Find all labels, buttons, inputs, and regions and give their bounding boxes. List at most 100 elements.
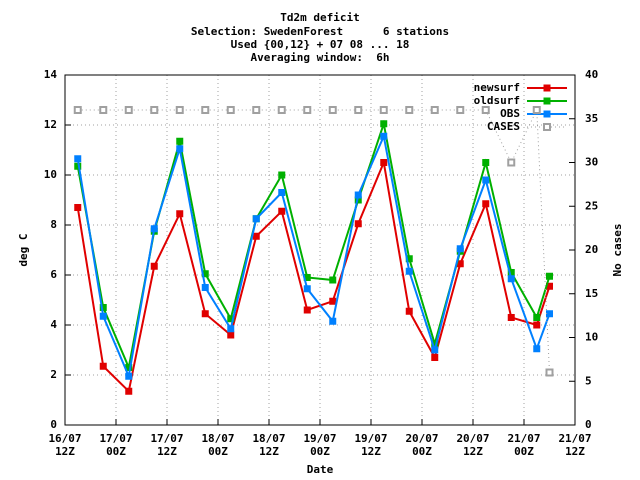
point — [201, 106, 210, 114]
x-tick-label: 21/07 12Z — [558, 432, 592, 458]
point — [405, 267, 413, 275]
x-tick-label: 18/07 00Z — [201, 432, 235, 458]
point — [456, 106, 465, 114]
point — [150, 225, 158, 233]
point — [405, 106, 414, 114]
point — [278, 189, 286, 196]
point — [354, 220, 362, 228]
y-tick-label: 12 — [44, 118, 57, 131]
point — [277, 106, 286, 114]
point — [481, 106, 490, 114]
legend-marker — [543, 97, 551, 105]
point — [176, 137, 184, 145]
title-line: Used {00,12} + 07 08 ... 18 — [231, 38, 410, 51]
y2-axis-label: No cases — [611, 224, 624, 277]
point — [546, 310, 553, 318]
y-tick-label: 10 — [44, 168, 57, 181]
legend-label: oldsurf — [474, 94, 520, 107]
x-tick-label: 17/07 12Z — [150, 432, 184, 458]
point — [328, 106, 337, 114]
y-tick-label: 14 — [44, 68, 58, 81]
point — [74, 204, 82, 211]
legend-marker — [543, 123, 551, 131]
x-tick-label: 19/07 00Z — [303, 432, 337, 458]
y-axis-label: deg C — [17, 233, 30, 266]
point — [99, 362, 107, 370]
point — [329, 317, 337, 325]
point — [125, 387, 133, 395]
y2-tick-label: 30 — [585, 156, 598, 169]
y2-tick-label: 25 — [585, 199, 598, 212]
point — [532, 106, 541, 114]
point — [405, 307, 413, 315]
point — [227, 331, 235, 339]
series-line — [77, 109, 550, 373]
point — [482, 200, 490, 208]
point — [545, 368, 554, 377]
y2-tick-label: 40 — [585, 68, 598, 81]
legend-marker — [543, 84, 551, 92]
point — [175, 106, 184, 114]
point — [74, 155, 82, 163]
point — [176, 210, 184, 218]
y2-tick-label: 5 — [585, 374, 592, 387]
point — [150, 262, 158, 270]
title-line: Td2m deficit — [280, 11, 359, 24]
point — [507, 158, 516, 167]
x-tick-label: 17/07 00Z — [99, 432, 133, 458]
point — [303, 106, 312, 114]
point — [150, 106, 159, 114]
point — [482, 176, 490, 184]
point — [431, 354, 439, 361]
point — [329, 276, 337, 284]
point — [278, 171, 286, 179]
y2-tick-label: 20 — [585, 243, 598, 256]
legend-marker — [543, 110, 551, 118]
point — [124, 106, 133, 114]
x-tick-label: 20/07 12Z — [456, 432, 490, 458]
point — [278, 207, 286, 215]
point — [507, 275, 515, 283]
point — [201, 310, 209, 318]
point — [379, 106, 388, 114]
point — [354, 191, 362, 199]
y2-tick-label: 10 — [585, 331, 598, 344]
x-tick-label: 20/07 00Z — [405, 432, 439, 458]
plot-frame — [64, 74, 576, 426]
y2-tick-label: 35 — [585, 112, 598, 125]
title-line: Averaging window: 6h — [250, 51, 389, 64]
point — [226, 106, 235, 114]
point — [329, 297, 337, 305]
point — [533, 345, 541, 353]
point — [380, 159, 388, 166]
y-tick-label: 6 — [50, 268, 57, 281]
series-line — [76, 132, 551, 380]
series — [74, 132, 553, 380]
y-tick-label: 0 — [50, 418, 57, 431]
point — [380, 120, 388, 128]
point — [380, 132, 388, 140]
point — [73, 106, 82, 114]
point — [252, 106, 261, 114]
point — [125, 372, 133, 380]
point — [430, 106, 439, 114]
y2-tick-label: 15 — [585, 287, 598, 300]
point — [507, 314, 515, 321]
legend-label: newsurf — [474, 81, 520, 94]
point — [533, 314, 541, 321]
point — [354, 106, 363, 114]
point — [303, 306, 311, 314]
series-line — [76, 119, 551, 371]
point — [99, 312, 107, 320]
x-tick-label: 19/07 12Z — [354, 432, 388, 458]
y-tick-label: 2 — [50, 368, 57, 381]
point — [456, 245, 464, 253]
point — [482, 159, 490, 166]
legend-label: OBS — [500, 107, 520, 120]
series — [74, 119, 553, 371]
point — [431, 346, 439, 354]
point — [546, 272, 553, 280]
x-tick-label: 21/07 00Z — [507, 432, 541, 458]
